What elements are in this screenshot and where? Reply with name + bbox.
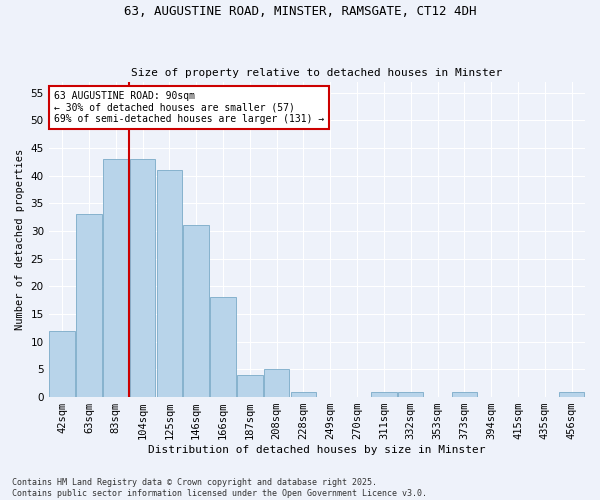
Bar xyxy=(398,392,424,397)
Text: Contains HM Land Registry data © Crown copyright and database right 2025.
Contai: Contains HM Land Registry data © Crown c… xyxy=(12,478,427,498)
Bar xyxy=(452,392,477,397)
Y-axis label: Number of detached properties: Number of detached properties xyxy=(15,148,25,330)
Text: 63, AUGUSTINE ROAD, MINSTER, RAMSGATE, CT12 4DH: 63, AUGUSTINE ROAD, MINSTER, RAMSGATE, C… xyxy=(124,5,476,18)
Bar xyxy=(76,214,101,397)
Bar xyxy=(371,392,397,397)
Bar xyxy=(157,170,182,397)
Bar xyxy=(559,392,584,397)
Bar xyxy=(237,375,263,397)
Bar xyxy=(264,370,289,397)
Bar xyxy=(49,330,75,397)
Bar xyxy=(130,159,155,397)
X-axis label: Distribution of detached houses by size in Minster: Distribution of detached houses by size … xyxy=(148,445,485,455)
Bar xyxy=(184,226,209,397)
Bar xyxy=(290,392,316,397)
Bar xyxy=(210,298,236,397)
Bar xyxy=(103,159,128,397)
Text: 63 AUGUSTINE ROAD: 90sqm
← 30% of detached houses are smaller (57)
69% of semi-d: 63 AUGUSTINE ROAD: 90sqm ← 30% of detach… xyxy=(54,91,324,124)
Title: Size of property relative to detached houses in Minster: Size of property relative to detached ho… xyxy=(131,68,502,78)
